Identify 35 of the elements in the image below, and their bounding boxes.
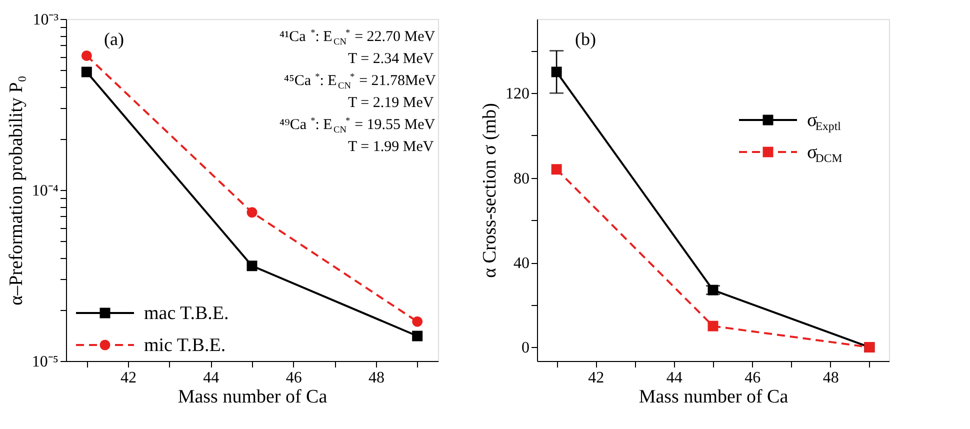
point	[81, 66, 92, 78]
annotation: (b)	[575, 29, 596, 49]
x-tick-label: 44	[203, 370, 220, 386]
y-tick-label: 10⁻⁵	[32, 354, 58, 370]
point	[708, 320, 718, 332]
point	[551, 164, 562, 175]
point	[246, 207, 258, 218]
annotation: T = 1.99 MeV	[348, 139, 434, 155]
annotation: T = 2.19 MeV	[348, 95, 434, 111]
x-tick-label: 42	[120, 370, 136, 386]
annotation: T = 2.34 MeV	[348, 51, 434, 67]
x-tick-label: 46	[286, 370, 302, 386]
point	[412, 330, 423, 342]
y-tick-label: 120	[506, 86, 530, 103]
x-axis-title: Mass number of Ca	[178, 386, 328, 408]
point	[412, 316, 423, 327]
y-tick-label: 10⁻³	[32, 12, 59, 28]
x-tick-label: 42	[588, 370, 604, 386]
y-axis-title: α Cross-section σ (mb)	[480, 103, 500, 278]
annotation: (a)	[104, 29, 124, 49]
x-tick-label: 48	[368, 370, 384, 386]
y-tick-label: 10⁻⁴	[32, 182, 59, 200]
y-tick-label: 0	[522, 340, 530, 357]
point	[246, 260, 258, 272]
point	[551, 66, 562, 78]
point	[81, 50, 92, 61]
x-axis-title: Mass number of Ca	[638, 386, 789, 408]
y-tick-label: 80	[514, 170, 530, 188]
x-tick-label: 46	[744, 370, 761, 386]
legend-label: mic T.B.E.	[144, 335, 226, 356]
legend-label: mac T.B.E.	[144, 303, 229, 324]
y-tick-label: 40	[514, 255, 530, 272]
x-tick-label: 44	[666, 370, 682, 386]
x-tick-label: 48	[822, 370, 839, 386]
y-axis-title: α–Preformation probability P₀	[6, 76, 27, 306]
